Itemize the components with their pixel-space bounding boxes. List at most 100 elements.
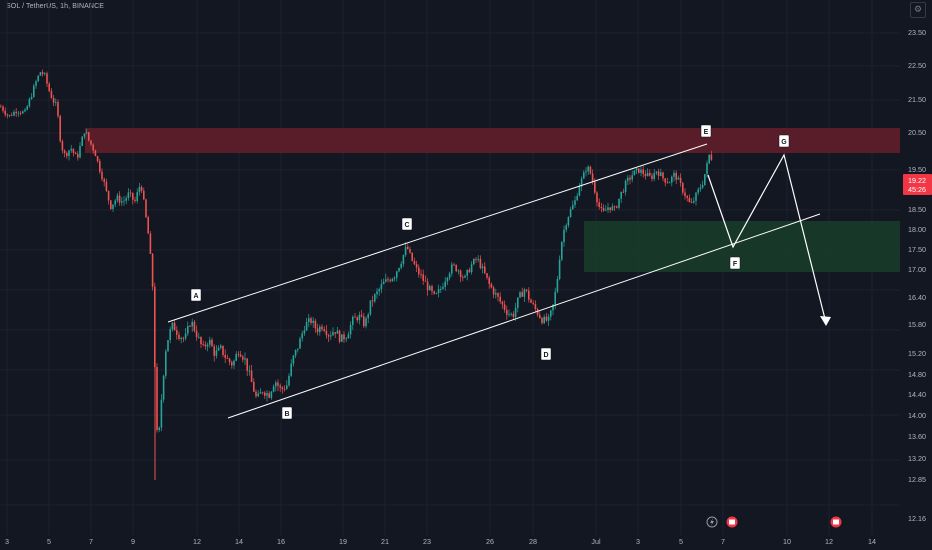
candle-body bbox=[371, 300, 374, 302]
candle-body bbox=[327, 335, 330, 337]
candle-body bbox=[189, 325, 191, 327]
candle-body bbox=[191, 321, 193, 327]
candle-body bbox=[264, 392, 266, 396]
wave-label-c: C bbox=[401, 217, 413, 231]
candle-body bbox=[596, 192, 598, 203]
candle-body bbox=[539, 314, 541, 318]
projection-path[interactable] bbox=[707, 153, 827, 324]
candle-body bbox=[341, 334, 343, 342]
candle-body bbox=[644, 174, 647, 177]
candle-body bbox=[169, 329, 171, 341]
candle-body bbox=[275, 382, 277, 387]
settings-icon[interactable]: ⚙ bbox=[910, 2, 926, 18]
svg-text:F: F bbox=[733, 261, 738, 268]
candle-body bbox=[503, 304, 506, 310]
price-axis[interactable]: 23.50 22.50 21.50 20.50 19.50 18.50 18.0… bbox=[908, 28, 926, 523]
candle-body bbox=[200, 336, 202, 345]
candle-body bbox=[517, 297, 519, 308]
bolt-icon[interactable] bbox=[706, 516, 718, 528]
candle-body bbox=[198, 336, 200, 338]
candle-body bbox=[479, 258, 482, 269]
candle-body bbox=[281, 387, 284, 389]
candle-body bbox=[363, 316, 365, 327]
candle-body bbox=[226, 357, 229, 359]
candle-body bbox=[376, 291, 378, 295]
x-tick-label: 14 bbox=[235, 537, 243, 546]
candle-body bbox=[44, 73, 46, 75]
candle-body bbox=[609, 207, 611, 210]
candle-body bbox=[554, 291, 556, 305]
svg-text:D: D bbox=[543, 352, 548, 359]
candle-body bbox=[171, 322, 174, 330]
candle-body bbox=[286, 385, 288, 390]
candle-body bbox=[448, 273, 451, 278]
x-tick-label: 7 bbox=[721, 537, 725, 546]
candle-body bbox=[666, 182, 669, 184]
candle-body bbox=[589, 166, 592, 174]
flag-icon[interactable] bbox=[726, 516, 738, 528]
candle-body bbox=[501, 301, 504, 305]
candle-body bbox=[587, 166, 589, 172]
candle-body bbox=[455, 264, 457, 272]
candle-body bbox=[110, 200, 112, 210]
candle-body bbox=[583, 172, 585, 179]
candle-body bbox=[156, 367, 158, 430]
candle-body bbox=[466, 269, 468, 276]
candle-body bbox=[301, 333, 303, 339]
candle-body bbox=[125, 198, 127, 201]
support-zone[interactable] bbox=[584, 221, 900, 272]
candle-body bbox=[107, 190, 110, 201]
candle-body bbox=[149, 233, 152, 254]
candle-body bbox=[635, 168, 638, 171]
candle-body bbox=[255, 391, 257, 397]
candle-body bbox=[222, 345, 224, 356]
candle-body bbox=[633, 170, 636, 176]
candle-body bbox=[398, 267, 400, 272]
time-axis[interactable]: 3 5 7 9 12 14 16 19 21 23 26 28 Jul 3 5 … bbox=[5, 537, 876, 546]
candle-body bbox=[543, 316, 545, 324]
x-tick-label: 14 bbox=[868, 537, 876, 546]
candle-body bbox=[686, 196, 688, 198]
svg-text:C: C bbox=[404, 222, 409, 229]
candle-body bbox=[413, 260, 416, 265]
flag-icon[interactable] bbox=[830, 516, 842, 528]
candle-body bbox=[426, 281, 429, 291]
candle-body bbox=[638, 168, 640, 173]
y-tick-label: 14.00 bbox=[908, 411, 926, 420]
candle-body bbox=[380, 284, 383, 290]
projection-arrow-head bbox=[820, 316, 831, 326]
y-tick-label: 13.20 bbox=[908, 454, 926, 463]
candle-body bbox=[46, 73, 48, 84]
candle-body bbox=[180, 337, 182, 339]
candle-body bbox=[48, 83, 50, 92]
candle-body bbox=[565, 225, 567, 230]
candle-body bbox=[160, 399, 163, 428]
candle-body bbox=[708, 154, 710, 164]
candle-body bbox=[59, 116, 61, 142]
candle-body bbox=[228, 358, 231, 363]
resistance-zone[interactable] bbox=[85, 128, 900, 153]
candle-body bbox=[706, 163, 708, 175]
candle-body bbox=[477, 258, 479, 260]
candle-body bbox=[391, 278, 394, 282]
candle-body bbox=[336, 330, 339, 334]
candle-body bbox=[673, 172, 675, 177]
candle-body bbox=[134, 199, 136, 201]
candle-body bbox=[653, 173, 655, 179]
channel-lower-line[interactable] bbox=[227, 213, 821, 419]
candle-body bbox=[143, 190, 145, 200]
candle-body bbox=[561, 242, 563, 260]
candle-body bbox=[598, 202, 600, 207]
candle-body bbox=[358, 314, 361, 321]
candle-body bbox=[444, 281, 446, 287]
channel-upper-line[interactable] bbox=[167, 143, 708, 323]
candle-body bbox=[154, 286, 156, 368]
candle-body bbox=[246, 358, 248, 371]
svg-text:B: B bbox=[284, 411, 289, 418]
candle-body bbox=[105, 181, 108, 191]
candle-body bbox=[679, 177, 682, 184]
candle-body bbox=[547, 316, 550, 321]
y-tick-label: 13.60 bbox=[908, 432, 926, 441]
candle-body bbox=[684, 192, 686, 197]
